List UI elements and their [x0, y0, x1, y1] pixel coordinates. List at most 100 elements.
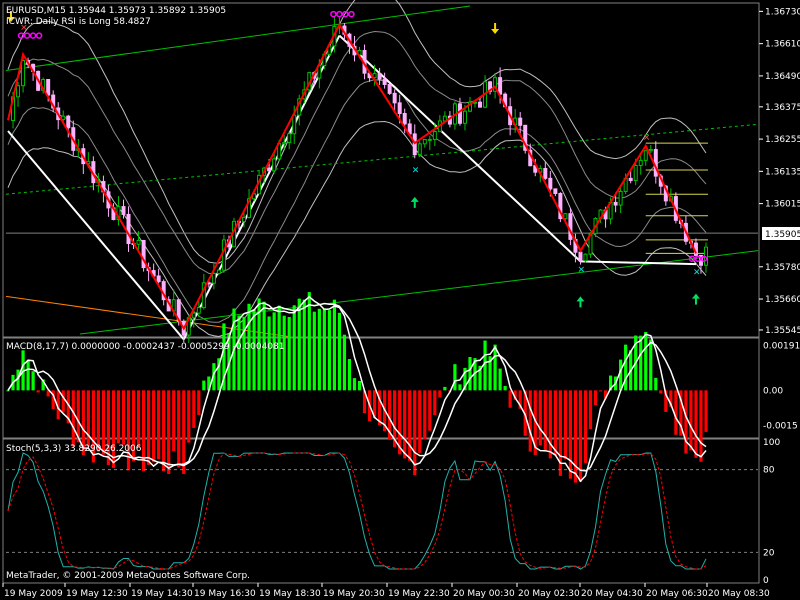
time-tick-label: 19 May 16:30 — [194, 589, 256, 599]
candle-body — [457, 103, 462, 124]
macd-histogram-bar — [624, 344, 628, 391]
macd-histogram-bar — [101, 390, 106, 455]
macd-histogram-bar — [342, 334, 347, 391]
macd-histogram-bar — [327, 310, 331, 391]
candle-body — [216, 269, 221, 274]
candle-body — [498, 77, 503, 95]
macd-histogram-bar — [76, 390, 80, 443]
macd-histogram-bar — [242, 316, 246, 391]
macd-histogram-bar — [257, 298, 261, 391]
macd-histogram-bar — [141, 390, 146, 472]
macd-histogram-bar — [222, 323, 226, 391]
pivot-ring-marker — [336, 10, 343, 18]
macd-histogram-bar — [307, 292, 311, 391]
candle-body — [518, 117, 523, 126]
macd-histogram-bar — [463, 367, 467, 391]
macd-histogram-bar — [699, 390, 703, 462]
buy-cross-marker: ✕ — [577, 265, 585, 275]
macd-histogram-bar — [408, 390, 412, 461]
macd-histogram-bar — [483, 340, 487, 391]
macd-histogram-bar — [247, 303, 251, 391]
macd-histogram-bar — [619, 359, 623, 391]
pivot-ring-marker — [330, 10, 337, 18]
candle-body — [16, 85, 21, 98]
stoch-panel — [2, 438, 760, 584]
macd-histogram-bar — [91, 390, 95, 463]
candle-body — [372, 73, 377, 79]
candle-body — [417, 143, 422, 156]
candle-body — [156, 275, 161, 283]
macd-histogram-bar — [167, 390, 171, 475]
price-tick-label: 1.36255 — [765, 135, 800, 145]
candle-body — [392, 92, 397, 104]
macd-histogram-bar — [96, 390, 100, 452]
candle-body — [548, 177, 553, 190]
candle-body — [568, 213, 573, 240]
macd-histogram-bar — [538, 390, 542, 446]
time-tick-label: 20 May 08:30 — [708, 589, 770, 599]
candle-body — [613, 201, 618, 206]
macd-histogram-bar — [428, 390, 432, 431]
stoch-main-line — [7, 452, 707, 570]
channel-upper-line — [5, 5, 471, 72]
candle-body — [462, 110, 467, 124]
macd-histogram-bar — [332, 299, 337, 391]
candle-body — [553, 188, 558, 194]
macd-panel — [2, 337, 760, 439]
up-arrow-marker — [691, 293, 700, 305]
macd-histogram-bar — [322, 308, 326, 391]
price-tick-label: 1.35780 — [765, 263, 800, 273]
macd-histogram-bar — [608, 375, 613, 391]
stoch-tick-label: 20 — [763, 548, 775, 558]
candle-body — [402, 112, 407, 125]
candle-body — [427, 138, 432, 141]
candle-body — [387, 83, 392, 94]
macd-histogram-bar — [377, 390, 382, 426]
sell-cross-marker: ✕ — [643, 134, 651, 144]
macd-histogram-bar — [669, 390, 673, 407]
candle-body — [191, 312, 196, 319]
candle-body — [21, 60, 26, 87]
macd-histogram-bar — [473, 358, 477, 391]
candle-body — [543, 167, 548, 179]
macd-histogram-bar — [86, 390, 90, 447]
macd-histogram-bar — [553, 390, 557, 456]
macd-histogram-bar — [523, 390, 527, 436]
trend-white-line — [580, 260, 696, 266]
macd-histogram-bar — [207, 376, 211, 391]
macd-histogram-bar — [558, 390, 562, 476]
sell-cross-marker: ✕ — [20, 24, 28, 34]
time-tick-label: 19 May 20:30 — [323, 589, 385, 599]
macd-histogram-bar — [61, 390, 65, 413]
macd-histogram-bar — [136, 390, 141, 448]
macd-histogram-bar — [357, 380, 362, 391]
current-price-box — [762, 227, 800, 240]
candle-body — [397, 102, 402, 114]
candle-body — [46, 79, 51, 96]
price-panel — [2, 2, 760, 338]
macd-histogram-bar — [277, 305, 281, 391]
price-tick-label: 1.36135 — [765, 167, 800, 177]
candle-body — [267, 167, 272, 172]
macd-histogram-bar — [493, 344, 497, 391]
macd-histogram-bar — [287, 316, 291, 391]
macd-histogram-bar — [543, 390, 547, 452]
macd-histogram-bar — [403, 390, 407, 459]
price-tick-label: 1.36015 — [765, 200, 800, 210]
macd-histogram-bar — [372, 390, 377, 419]
candle-body — [467, 101, 472, 112]
pivot-ring-marker — [700, 255, 708, 262]
macd-histogram-bar — [664, 390, 668, 412]
candle-body — [242, 216, 247, 223]
macd-tick-label: 0.00 — [763, 386, 783, 396]
macd-histogram-bar — [126, 390, 131, 471]
macd-tick-label: 0.001918 — [763, 341, 800, 351]
macd-histogram-bar — [513, 390, 517, 400]
macd-histogram-bar — [292, 305, 296, 391]
zigzag-line — [7, 22, 697, 331]
macd-histogram-bar — [162, 390, 166, 472]
pivot-ring-marker — [35, 32, 43, 39]
macd-histogram-bar — [488, 356, 492, 391]
candle-body — [583, 253, 588, 262]
